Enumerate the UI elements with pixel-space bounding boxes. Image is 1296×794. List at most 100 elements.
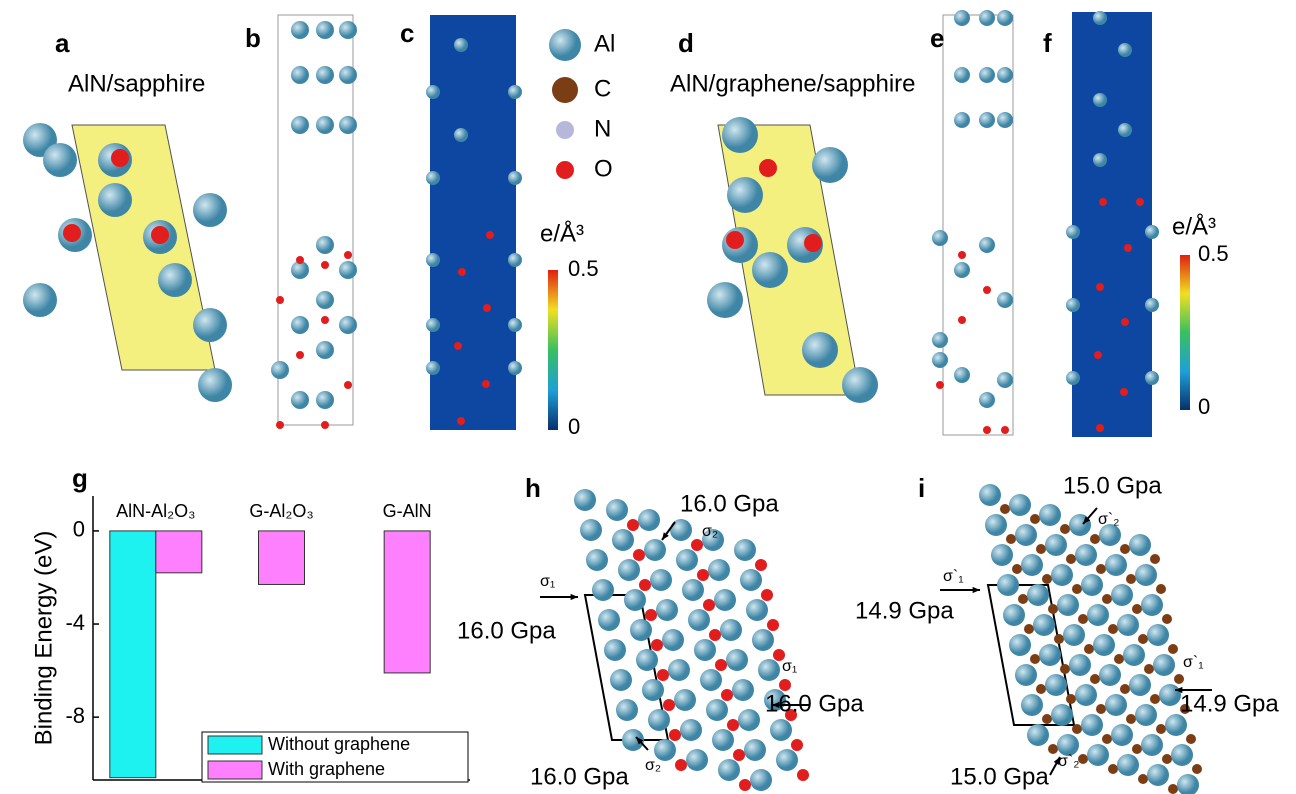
panel-label: a — [55, 28, 70, 58]
atom — [111, 149, 129, 167]
atom — [691, 539, 703, 551]
atom — [638, 509, 660, 531]
atom — [1138, 634, 1148, 644]
panel-label: h — [525, 473, 541, 503]
atom — [983, 426, 991, 434]
atom — [668, 659, 690, 681]
atom — [1144, 664, 1154, 674]
atom — [804, 234, 822, 252]
atom — [1045, 534, 1067, 556]
figure: a AlN/sapphire b c e/Å³ 0.5 0 Al C N O d… — [0, 0, 1296, 794]
atom — [627, 519, 639, 531]
atom — [1069, 654, 1091, 676]
atom — [339, 316, 357, 334]
atom — [739, 779, 751, 791]
atom — [1105, 554, 1127, 576]
atom — [276, 296, 284, 304]
atom — [1141, 734, 1163, 756]
atom — [639, 579, 651, 591]
atom — [604, 639, 626, 661]
sigma-label: σ₁ — [782, 658, 797, 675]
atom — [1111, 724, 1133, 746]
atom — [1108, 764, 1118, 774]
atom — [642, 679, 664, 701]
legend-label: O — [594, 155, 613, 182]
atom — [1132, 744, 1142, 754]
atom — [296, 256, 304, 264]
atom — [624, 589, 646, 611]
atom — [1145, 225, 1159, 239]
atom — [997, 67, 1013, 83]
atom — [648, 709, 670, 731]
atom — [574, 489, 596, 511]
stress-label: 16.0 Gpa — [680, 490, 779, 517]
atom — [1018, 594, 1028, 604]
atom — [291, 116, 309, 134]
sigma-label: σ`₁ — [1183, 654, 1204, 671]
atom — [426, 253, 440, 267]
sigma-label: σ₂ — [645, 757, 661, 774]
atom — [458, 268, 466, 276]
atom — [1036, 544, 1046, 554]
atom — [426, 361, 440, 375]
atom — [616, 699, 638, 721]
sigma-label: σ₂ — [702, 523, 718, 540]
panel-label: f — [1043, 28, 1052, 58]
atom — [426, 318, 440, 332]
atom — [276, 421, 284, 429]
atom — [708, 559, 730, 581]
atom — [426, 85, 440, 99]
atom — [979, 67, 995, 83]
atom — [726, 231, 744, 249]
atom — [1145, 371, 1159, 385]
atom — [1102, 594, 1112, 604]
atom — [1078, 754, 1088, 764]
atom — [1000, 504, 1010, 514]
atom — [734, 539, 756, 561]
atom — [657, 669, 669, 681]
atom — [732, 679, 754, 701]
atom — [997, 372, 1013, 388]
atom — [1192, 764, 1202, 774]
sigma-label: σ`₂ — [1058, 753, 1079, 770]
atom — [1048, 744, 1058, 754]
atom — [344, 251, 352, 259]
atom — [1126, 574, 1136, 584]
atom — [1171, 744, 1193, 766]
legend-swatch — [556, 161, 574, 179]
atom — [1118, 123, 1132, 137]
atom — [1009, 494, 1031, 516]
atom — [1117, 754, 1139, 776]
atom — [755, 559, 767, 571]
atom — [1162, 754, 1172, 764]
atom — [1001, 426, 1009, 434]
atom — [612, 529, 634, 551]
atom — [656, 599, 678, 621]
atom — [727, 719, 739, 731]
atom — [1081, 714, 1103, 736]
atom — [1042, 574, 1052, 584]
atom — [797, 769, 809, 781]
bar — [384, 531, 430, 673]
atom — [1060, 664, 1070, 674]
legend-label: Without graphene — [268, 734, 410, 754]
stress-label: 16.0 Gpa — [765, 690, 864, 717]
atom — [508, 171, 522, 185]
atom — [644, 539, 666, 561]
bar — [110, 531, 156, 778]
atom — [958, 316, 966, 324]
atom — [1066, 554, 1076, 564]
atom — [1156, 584, 1166, 594]
atom — [676, 549, 698, 571]
atom — [482, 380, 490, 388]
atom — [979, 237, 995, 253]
atom — [1174, 674, 1184, 684]
atom — [1051, 704, 1073, 726]
atom — [791, 739, 803, 751]
atom — [1124, 244, 1132, 252]
atom — [151, 226, 169, 244]
atom — [1009, 634, 1031, 656]
atom — [1147, 624, 1169, 646]
atom — [1147, 764, 1169, 786]
atom — [812, 147, 848, 183]
